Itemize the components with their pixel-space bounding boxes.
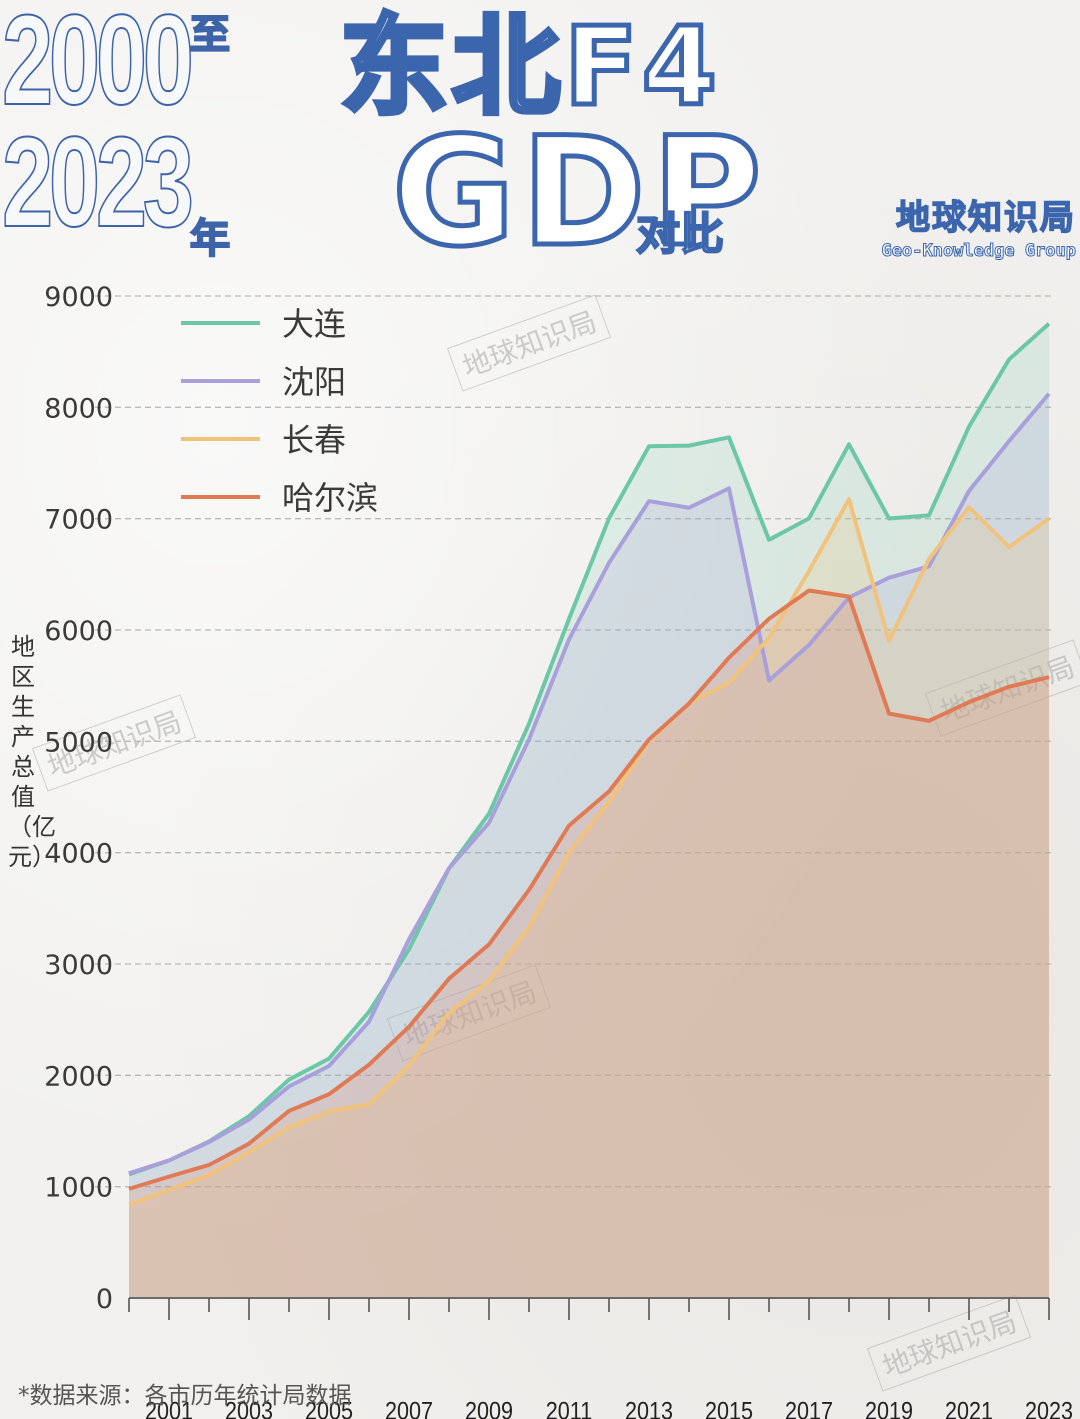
year-connector: 至 xyxy=(189,11,231,59)
x-tick-label: 2011 xyxy=(546,1397,592,1419)
x-tick-label: 2013 xyxy=(625,1397,673,1419)
year-suffix: 年 xyxy=(189,215,231,263)
legend-label-shenyang: 沈阳 xyxy=(282,363,346,401)
x-tick-label: 2001 xyxy=(145,1397,193,1419)
gridlines xyxy=(95,295,1055,1188)
x-tick-label: 2015 xyxy=(705,1397,753,1419)
page-title-line1: 东北F4 xyxy=(338,5,721,130)
x-tick-label: 2007 xyxy=(385,1397,433,1419)
y-tick-label: 6000 xyxy=(44,616,113,647)
brand-logo: 地球知识局 Geo-Knowledge Group xyxy=(881,190,1076,262)
area-harbin xyxy=(129,590,1049,1298)
series-lines xyxy=(128,322,1051,1207)
line-dalian xyxy=(128,322,1051,1177)
x-tick-label: 2019 xyxy=(865,1397,913,1419)
y-axis: 0 1000 2000 3000 4000 5000 6000 7000 8000 9000 xyxy=(44,282,113,1315)
y-tick-label: 0 xyxy=(96,1284,113,1315)
y-axis-title: 地区生产总值（亿元） xyxy=(8,633,56,871)
line-harbin xyxy=(128,588,1050,1191)
year-start: 2000 xyxy=(1,0,194,132)
x-axis: 2001 2003 2005 2007 2009 2011 2013 2015 2017 2019… xyxy=(128,1297,1073,1419)
y-tick-label: 2000 xyxy=(44,1061,113,1092)
x-tick-label: 2023 xyxy=(1025,1397,1073,1419)
page-title-line2: GDP xyxy=(390,106,768,280)
x-tick-label: 2009 xyxy=(465,1397,513,1419)
line-shenyang xyxy=(128,392,1051,1176)
line-changchun xyxy=(128,497,1051,1207)
legend-label-dalian: 大连 xyxy=(282,305,346,343)
area-changchun xyxy=(129,499,1049,1298)
y-tick-label: 9000 xyxy=(44,282,113,313)
brand-name-en: Geo-Knowledge Group xyxy=(881,241,1076,262)
x-tick-label: 2017 xyxy=(785,1397,833,1419)
y-tick-label: 3000 xyxy=(44,950,113,981)
y-tick-label: 7000 xyxy=(44,505,113,536)
x-tick-label: 2021 xyxy=(945,1397,993,1419)
data-source-note: *数据来源：各市历年统计局数据 xyxy=(18,1383,352,1409)
y-tick-label: 8000 xyxy=(44,393,113,424)
y-tick-label: 1000 xyxy=(44,1173,113,1204)
x-tick-label: 2003 xyxy=(225,1397,273,1419)
year-end: 2023 xyxy=(1,111,194,254)
year-range: 2000 2023 xyxy=(1,0,194,254)
x-tick-label: 2005 xyxy=(305,1397,353,1419)
legend-label-harbin: 哈尔滨 xyxy=(282,479,378,517)
y-tick-label: 5000 xyxy=(44,727,113,758)
y-tick-label: 4000 xyxy=(44,839,113,870)
page-title-suffix: 对比 xyxy=(635,208,725,261)
brand-name-cn: 地球知识局 xyxy=(895,197,1076,239)
legend-label-changchun: 长春 xyxy=(282,421,346,459)
